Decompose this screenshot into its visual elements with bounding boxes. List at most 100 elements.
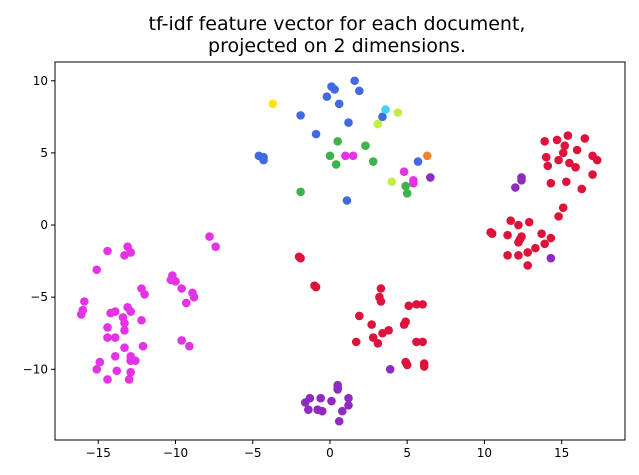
point <box>351 337 361 347</box>
point <box>92 265 102 275</box>
point <box>511 183 520 192</box>
point <box>515 235 525 244</box>
point <box>333 137 342 146</box>
y-tick-label: 10 <box>33 74 48 88</box>
point <box>348 151 358 161</box>
point <box>296 253 305 263</box>
point <box>137 315 146 325</box>
point <box>381 105 390 114</box>
point <box>322 92 332 101</box>
x-tick-label: 15 <box>554 446 569 460</box>
point <box>341 151 350 161</box>
point <box>177 284 186 293</box>
point <box>426 173 435 182</box>
point <box>378 112 387 122</box>
point <box>531 243 540 253</box>
point <box>120 251 129 260</box>
point <box>177 336 186 345</box>
y-tick-label: −10 <box>23 362 48 376</box>
point <box>110 307 120 316</box>
point <box>580 134 590 143</box>
point <box>120 326 129 335</box>
point <box>506 216 515 226</box>
x-tick-label: 0 <box>326 446 334 460</box>
point <box>305 393 315 403</box>
point <box>333 383 342 393</box>
point <box>126 367 135 377</box>
point <box>385 365 395 374</box>
chart-title: tf-idf feature vector for each document, <box>149 13 526 35</box>
point <box>103 333 112 342</box>
point <box>316 393 325 403</box>
x-tick-label: −5 <box>244 446 262 460</box>
point <box>112 366 122 376</box>
point <box>185 341 194 351</box>
point <box>355 311 364 321</box>
point <box>361 141 370 150</box>
point <box>126 307 135 316</box>
point <box>563 131 573 140</box>
point <box>418 337 427 347</box>
point <box>311 282 321 292</box>
point <box>110 333 120 342</box>
point <box>103 246 112 256</box>
point <box>138 341 148 351</box>
point <box>401 317 410 326</box>
point <box>368 157 378 166</box>
point <box>588 170 597 179</box>
point <box>419 362 429 371</box>
point <box>344 401 353 410</box>
y-tick-label: 0 <box>40 218 48 232</box>
point <box>572 145 582 155</box>
point <box>76 310 86 319</box>
point <box>402 188 412 198</box>
point <box>571 163 580 172</box>
point <box>327 396 336 406</box>
point <box>560 141 570 150</box>
point <box>344 393 353 403</box>
point <box>120 343 129 352</box>
point <box>399 167 409 176</box>
point <box>546 253 556 263</box>
point <box>503 230 512 240</box>
point <box>311 129 321 139</box>
point <box>334 99 344 109</box>
point <box>368 333 378 342</box>
point <box>325 151 335 161</box>
x-tick-label: −10 <box>163 446 188 460</box>
point <box>540 137 549 146</box>
point <box>387 177 397 187</box>
point <box>558 203 568 213</box>
point <box>418 300 427 309</box>
x-tick-label: 5 <box>403 446 411 460</box>
point <box>552 135 562 145</box>
point <box>487 229 497 238</box>
point <box>402 360 412 370</box>
point <box>384 326 393 335</box>
y-tick-label: −5 <box>30 290 48 304</box>
point <box>355 86 364 96</box>
point <box>331 160 341 169</box>
point <box>296 187 305 197</box>
point <box>412 300 421 309</box>
point <box>103 375 112 384</box>
point <box>120 318 129 328</box>
chart-title: projected on 2 dimensions. <box>208 35 466 57</box>
point <box>514 251 523 260</box>
point <box>413 157 423 166</box>
point <box>80 297 89 306</box>
point <box>523 248 532 257</box>
point <box>376 284 386 293</box>
point <box>171 276 180 286</box>
point <box>562 177 571 187</box>
point <box>317 406 327 416</box>
point <box>404 301 414 311</box>
point <box>554 155 563 165</box>
point <box>577 184 587 194</box>
plot-frame <box>54 61 626 441</box>
point <box>523 261 532 270</box>
point <box>334 416 344 426</box>
point <box>182 298 191 308</box>
